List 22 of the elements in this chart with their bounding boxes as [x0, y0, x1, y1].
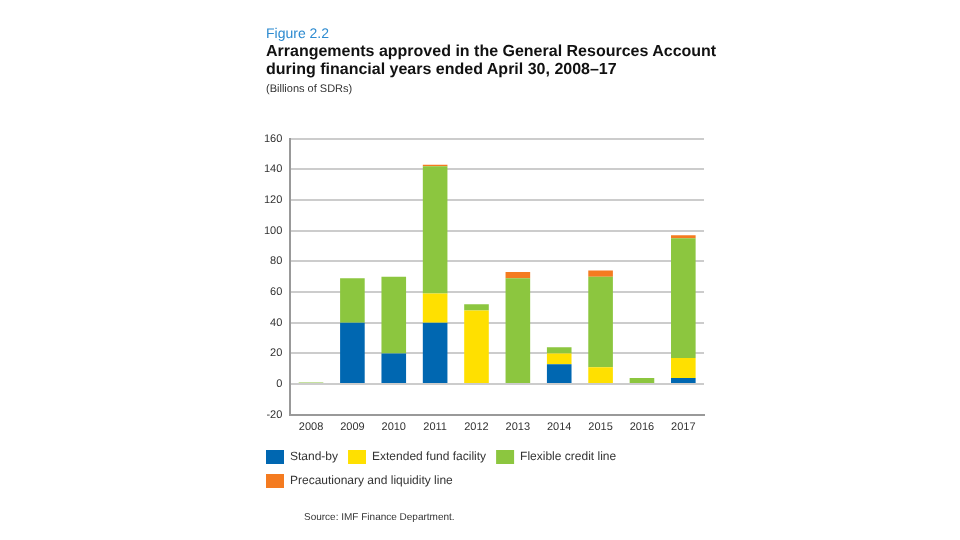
- chart-title: Arrangements approved in the General Resources Account during financial years ended April 30, 2008–17: [266, 42, 719, 78]
- bar: [588, 270, 613, 277]
- bar: [671, 238, 696, 359]
- bar: [381, 276, 407, 354]
- bar: [505, 272, 531, 279]
- bar: [464, 304, 489, 311]
- bar: [546, 364, 572, 384]
- bar: [629, 377, 655, 384]
- bar: [464, 310, 489, 384]
- bar: [422, 166, 448, 294]
- bar: [340, 322, 365, 384]
- bar: [671, 377, 696, 384]
- bar: [546, 347, 572, 354]
- bar: [381, 353, 407, 384]
- bar: [505, 278, 531, 384]
- bar: [422, 293, 448, 323]
- bar: [588, 276, 613, 368]
- bar: [546, 353, 572, 365]
- bar: [422, 322, 448, 384]
- bar: [340, 278, 365, 323]
- bar: [671, 358, 696, 378]
- bar: [588, 367, 613, 384]
